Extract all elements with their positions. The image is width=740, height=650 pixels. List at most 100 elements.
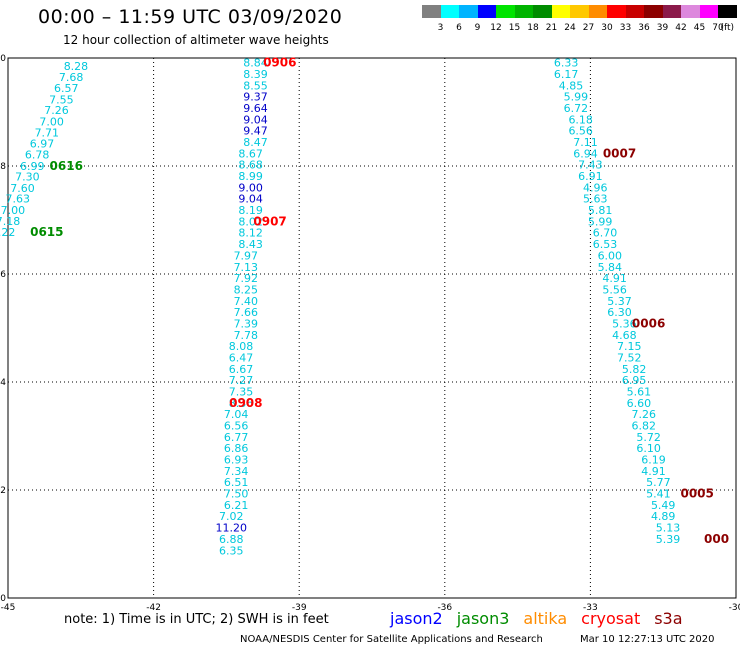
wave-height-value: 8.84 [243, 57, 268, 70]
wave-height-value: 6.33 [554, 57, 579, 70]
wave-height-value: 6.35 [219, 544, 244, 557]
color-swatch [422, 5, 441, 18]
wave-height-value: 5.82 [622, 363, 647, 376]
wave-height-value: 6.67 [229, 363, 254, 376]
color-scale-label: 12 [490, 23, 502, 33]
wave-height-value: 7.78 [234, 329, 259, 342]
wave-height-value: 4.85 [559, 79, 584, 92]
color-scale-label: 6 [456, 23, 462, 33]
wave-height-value: 7.50 [224, 488, 249, 501]
color-swatch [588, 5, 607, 18]
orbit-label: 0616 [50, 159, 83, 173]
wave-height-value: 7.27 [229, 374, 254, 387]
wave-height-value: 6.82 [632, 420, 657, 433]
wave-height-value: 4.91 [602, 272, 627, 285]
map-frame [7, 57, 737, 599]
orbit-label: 0005 [680, 487, 713, 501]
wave-height-value: 8.02 [238, 215, 263, 228]
color-swatch [699, 5, 718, 18]
wave-height-value: 6.30 [607, 306, 632, 319]
units-note: note: 1) Time is in UTC; 2) SWH is in fe… [64, 612, 329, 627]
orbit-label: 0907 [253, 214, 286, 228]
wave-height-value: 6.57 [54, 82, 79, 95]
color-scale-label: 3 [437, 23, 444, 33]
wave-height-value: 6.78 [25, 148, 50, 161]
wave-height-value: 7.26 [632, 408, 657, 421]
wave-height-value: 8.55 [243, 79, 268, 92]
color-scale-label: 39 [656, 23, 669, 33]
legend-cryosat: cryosat [581, 609, 641, 628]
wave-height-value: 7.63 [5, 193, 30, 206]
wave-height-value: 7.71 [35, 126, 60, 139]
wave-height-value: 8.28 [64, 60, 89, 73]
wave-height-value: 4.96 [583, 181, 608, 194]
orbit-label: 0006 [632, 316, 665, 330]
x-tick-label: -33 [583, 603, 598, 613]
wave-height-value: 6.99 [20, 160, 45, 173]
wave-height-value: 4.91 [641, 465, 666, 478]
wave-height-value: 7.68 [59, 71, 84, 84]
color-scale-label: 15 [508, 23, 521, 33]
wave-height-value: 7.55 [49, 93, 74, 106]
wave-height-value: 6.56 [568, 125, 593, 138]
wave-height-value: 7.92 [234, 272, 259, 285]
wave-height-value: 7.39 [234, 317, 259, 330]
wave-height-value: 5.49 [651, 499, 676, 512]
wave-height-value: 6.17 [554, 68, 579, 81]
legend-jason2: jason2 [390, 609, 443, 628]
wave-height-values: 8.287.686.577.557.267.007.716.976.786.99… [0, 57, 680, 558]
wave-height-value: 9.47 [243, 125, 268, 138]
wave-height-value: 4.89 [651, 510, 676, 523]
wave-height-value: 5.99 [564, 91, 589, 104]
wave-height-value: 8.12 [238, 227, 263, 240]
wave-height-value: 8.99 [238, 170, 263, 183]
y-tick-label: 6 [0, 270, 6, 280]
color-swatch [459, 5, 478, 18]
color-scale-label: 42 [675, 23, 687, 33]
wave-height-value: 6.88 [219, 533, 244, 546]
color-scale-label: 18 [527, 23, 539, 33]
color-scale-label: 36 [638, 23, 650, 33]
legend-s3a: s3a [654, 609, 683, 628]
wave-height-value: 11.20 [216, 522, 248, 535]
wave-height-value: 7.43 [578, 159, 603, 172]
wave-height-value: 5.36 [612, 317, 637, 330]
y-tick-label: 2 [0, 486, 6, 496]
wave-height-value: 6.10 [636, 442, 661, 455]
wave-height-value: 6.72 [564, 102, 589, 115]
satellite-legend: jason2 jason3 altika cryosat s3a [390, 609, 697, 628]
color-swatch [570, 5, 589, 18]
wave-height-value: 6.00 [598, 249, 623, 262]
wave-height-value: 5.13 [656, 522, 681, 535]
wave-height-value: 7.00 [39, 116, 64, 129]
color-swatch [607, 5, 626, 18]
wave-height-value: 8.43 [238, 238, 263, 251]
color-swatch [514, 5, 533, 18]
orbit-labels: 0616 0615 0906 0907 0908 0007 0006 0005 000 [30, 56, 729, 546]
wave-height-value: 7.30 [15, 171, 40, 184]
orbit-label: 0908 [229, 396, 262, 410]
wave-height-value: 7.66 [234, 306, 259, 319]
wave-height-value: 4.68 [612, 329, 637, 342]
y-tick-label: 10 [0, 54, 6, 64]
wave-height-value: 5.99 [588, 215, 613, 228]
wave-height-value: 6.70 [593, 227, 618, 240]
x-tick-label: -39 [292, 603, 307, 613]
color-scale-label: 9 [474, 23, 481, 33]
credit-text: NOAA/NESDIS Center for Satellite Applica… [240, 634, 543, 645]
wave-height-value: 8.39 [243, 68, 268, 81]
y-tick-label: 4 [0, 378, 6, 388]
map-title: 00:00 – 11:59 UTC 03/09/2020 [38, 6, 343, 28]
wave-height-value: 7.40 [234, 295, 259, 308]
axis-tick-labels: -45 -42 -39 -36 -33 -30 0 2 4 6 8 10 [0, 54, 740, 613]
color-scale-label: 21 [545, 23, 558, 33]
x-tick-label: -36 [437, 603, 452, 613]
wave-height-value: 7.00 [1, 204, 26, 217]
wave-height-value: 8.67 [238, 147, 263, 160]
color-scale-label: 45 [693, 23, 706, 33]
orbit-label: 0615 [30, 225, 63, 239]
wave-height-value: 6.93 [224, 454, 249, 467]
wave-height-value: 7.35 [229, 386, 254, 399]
legend-altika: altika [523, 609, 568, 628]
